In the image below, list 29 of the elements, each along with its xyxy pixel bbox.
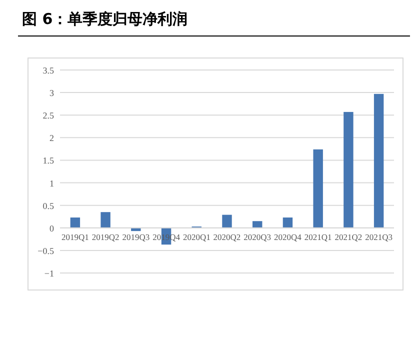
x-tick-label: 2021Q3: [365, 232, 393, 242]
y-tick-label: 3: [50, 88, 54, 98]
x-tick-label: 2019Q1: [61, 232, 89, 242]
bar: [344, 112, 354, 228]
y-tick-label: 2.5: [42, 110, 54, 121]
chart-title: 图 6：单季度归母净利润: [22, 10, 188, 28]
x-tick-label: 2020Q3: [244, 232, 272, 242]
x-tick-label: 2020Q4: [274, 232, 302, 242]
bar: [252, 221, 262, 228]
y-tick-label: −0.5: [38, 246, 54, 256]
x-tick-label: 2019Q3: [122, 232, 150, 242]
x-tick-label: 2021Q2: [334, 232, 362, 242]
x-tick-label: 2021Q1: [304, 232, 332, 242]
bar: [70, 218, 80, 228]
y-tick-label: 2: [50, 133, 54, 144]
y-tick-label: 0.5: [42, 200, 54, 211]
bar: [222, 214, 232, 228]
y-tick-label: −1: [44, 268, 54, 278]
y-tick-label: 0: [50, 223, 54, 234]
x-tick-label: 2020Q1: [182, 232, 210, 242]
y-tick-label: 1.5: [42, 156, 54, 166]
y-tick-label: 3.5: [42, 66, 54, 76]
bar: [374, 94, 384, 228]
bar: [313, 149, 323, 228]
x-tick-label: 2019Q2: [92, 232, 120, 242]
y-tick-label: 1: [50, 178, 54, 188]
bar: [100, 212, 110, 228]
bar: [282, 218, 293, 228]
x-tick-label: 2020Q2: [213, 232, 241, 242]
